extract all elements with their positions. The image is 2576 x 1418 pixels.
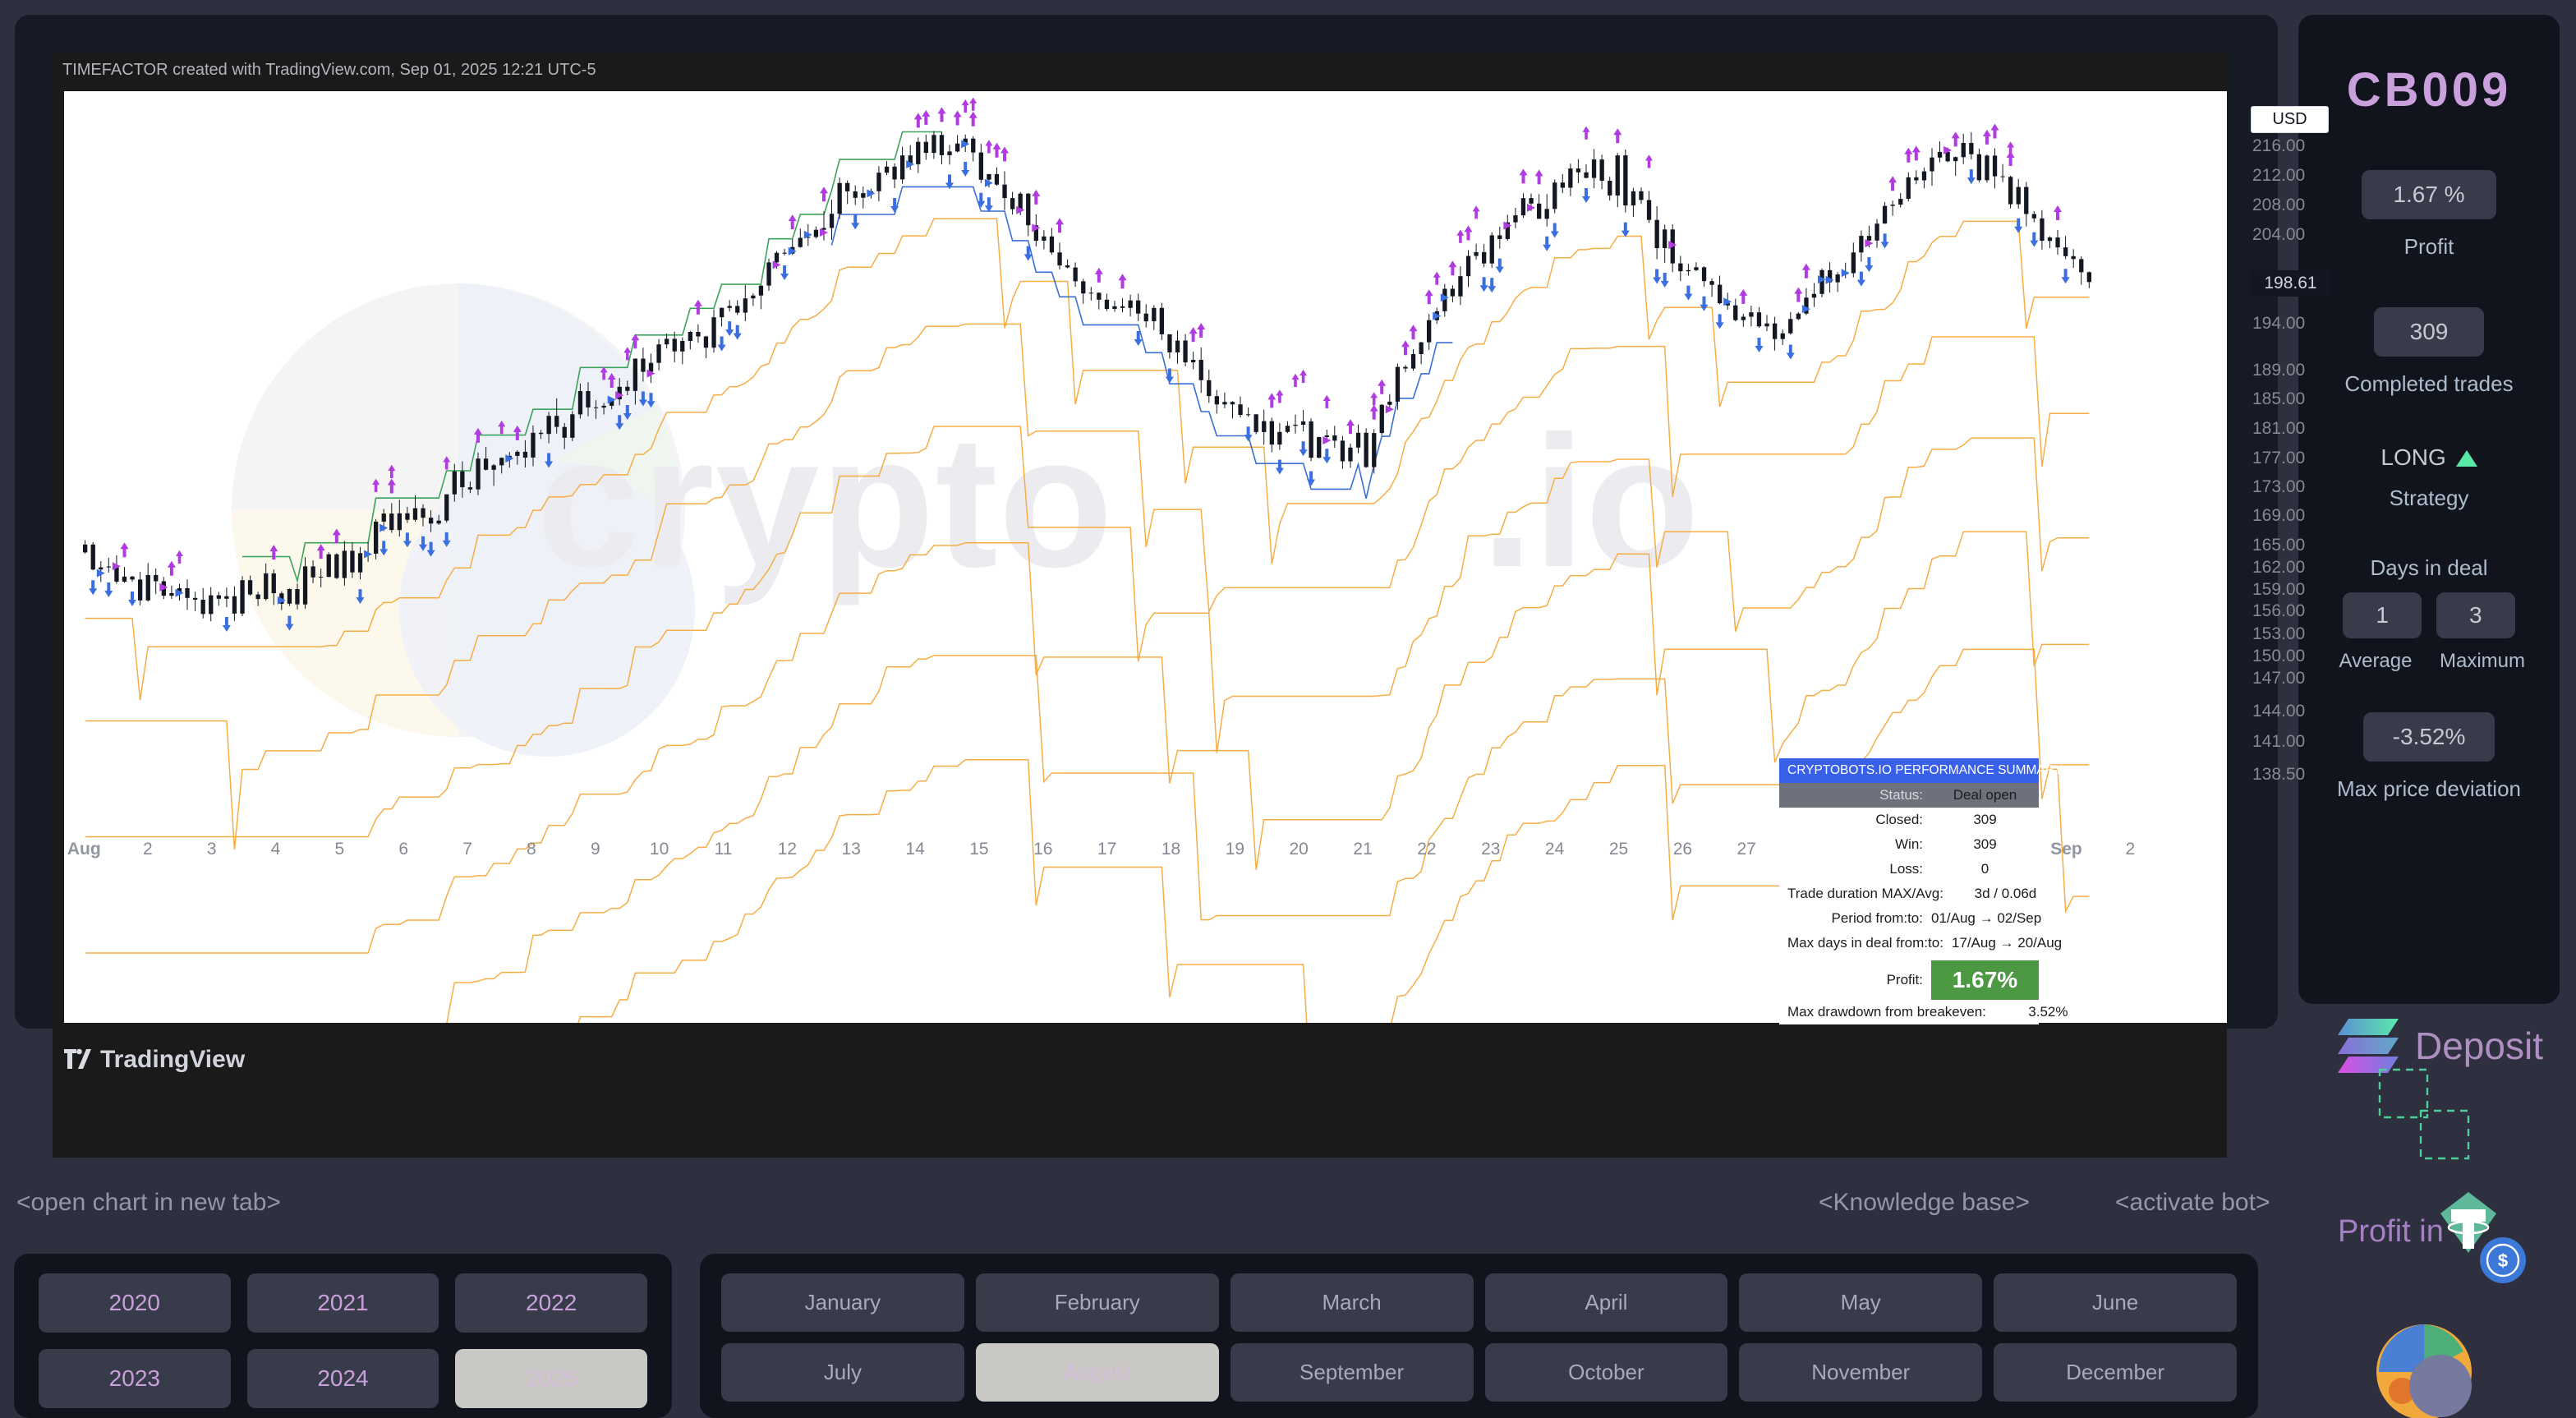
svg-text:$: $: [2498, 1250, 2508, 1271]
